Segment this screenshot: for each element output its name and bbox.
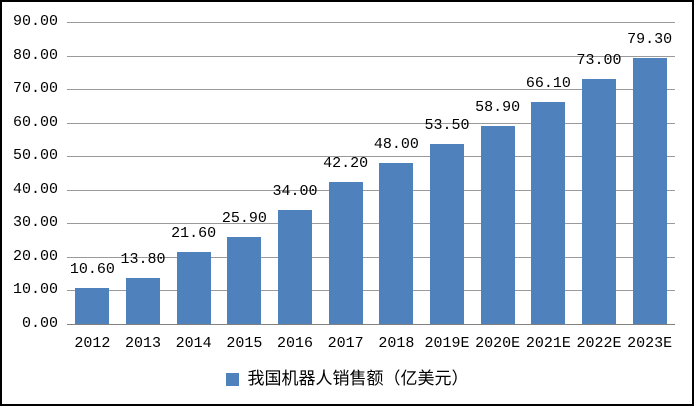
y-tick-label: 80.00 (12, 46, 58, 64)
x-tick-label: 2022E (576, 335, 622, 352)
y-tick-label: 20.00 (12, 247, 58, 265)
legend-marker-icon (225, 372, 239, 386)
x-axis-line (67, 324, 675, 325)
gridline (67, 22, 675, 23)
gridline (67, 290, 675, 292)
legend-label: 我国机器人销售额（亿美元） (247, 369, 469, 388)
bar-value-label: 42.20 (323, 155, 369, 173)
gridline (67, 189, 675, 191)
bar-value-label: 53.50 (424, 117, 470, 135)
bar (632, 57, 667, 324)
bar-value-label: 58.90 (475, 99, 521, 117)
gridline (67, 122, 675, 124)
bar (480, 126, 515, 324)
bar (176, 251, 211, 324)
bar (379, 162, 414, 324)
y-tick-label: 10.00 (12, 281, 58, 299)
bar-value-label: 13.80 (120, 250, 166, 268)
bar (531, 102, 566, 324)
bar-value-label: 25.90 (221, 210, 267, 228)
x-tick-label: 2017 (327, 335, 364, 352)
bar (430, 144, 464, 324)
bar (328, 182, 363, 324)
bar-value-label: 21.60 (171, 224, 217, 242)
bar (75, 288, 110, 324)
bar (126, 277, 160, 324)
x-tick-label: 2021E (525, 335, 571, 352)
x-tick-label: 2023E (627, 335, 673, 352)
bar-value-label: 10.60 (69, 261, 115, 279)
y-tick-label: 60.00 (12, 113, 58, 131)
x-tick-label: 2013 (124, 335, 162, 352)
x-tick-label: 2020E (475, 335, 521, 352)
y-tick-label: 90.00 (12, 13, 58, 30)
gridline (67, 156, 675, 158)
y-tick-label: 30.00 (12, 214, 58, 232)
gridline (67, 223, 675, 225)
bar (278, 209, 312, 324)
bar (227, 237, 262, 324)
y-tick-label: 0.00 (21, 315, 58, 332)
gridline (67, 256, 675, 258)
bar-value-label: 73.00 (576, 52, 622, 70)
y-tick-label: 50.00 (12, 147, 58, 165)
bar-value-label: 79.30 (627, 30, 673, 48)
x-tick-label: 2015 (226, 335, 263, 352)
x-tick-label: 2018 (378, 335, 415, 352)
gridline (67, 89, 675, 91)
x-tick-label: 2016 (276, 335, 314, 352)
x-tick-label: 2014 (175, 335, 212, 352)
bar-value-label: 66.10 (525, 75, 571, 93)
y-tick-label: 40.00 (12, 180, 58, 198)
x-tick-label: 2012 (74, 335, 111, 352)
y-tick-label: 70.00 (12, 80, 58, 98)
bar-value-label: 48.00 (373, 135, 419, 153)
x-tick-label: 2019E (424, 335, 470, 352)
bar (582, 79, 616, 324)
bar-value-label: 34.00 (272, 182, 318, 200)
gridline (67, 55, 675, 57)
legend: 我国机器人销售额（亿美元） (2, 369, 692, 389)
